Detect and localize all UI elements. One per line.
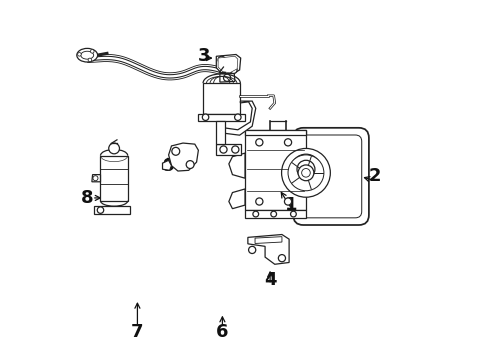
Text: 3: 3 <box>197 47 210 65</box>
Circle shape <box>282 148 330 197</box>
Circle shape <box>109 143 120 154</box>
Circle shape <box>285 139 292 146</box>
Polygon shape <box>255 237 282 243</box>
Circle shape <box>288 155 324 191</box>
Polygon shape <box>245 211 306 218</box>
Circle shape <box>256 139 263 146</box>
Circle shape <box>223 74 231 81</box>
Circle shape <box>278 255 286 262</box>
Circle shape <box>248 246 256 253</box>
Text: 9: 9 <box>162 157 174 175</box>
Circle shape <box>230 66 237 73</box>
Polygon shape <box>220 73 235 82</box>
Circle shape <box>291 211 296 217</box>
Polygon shape <box>198 114 245 121</box>
Polygon shape <box>163 160 172 170</box>
Polygon shape <box>216 121 225 144</box>
Circle shape <box>297 160 315 178</box>
Circle shape <box>218 56 225 63</box>
Circle shape <box>285 198 292 205</box>
Polygon shape <box>225 101 256 135</box>
Text: 2: 2 <box>368 167 381 185</box>
Text: 6: 6 <box>216 323 229 341</box>
Polygon shape <box>95 206 130 214</box>
Polygon shape <box>245 130 306 211</box>
Circle shape <box>291 154 321 184</box>
Circle shape <box>253 211 259 217</box>
Circle shape <box>88 58 92 62</box>
Circle shape <box>172 147 180 155</box>
Circle shape <box>271 211 276 217</box>
Polygon shape <box>100 156 128 201</box>
Polygon shape <box>229 189 245 209</box>
Circle shape <box>77 53 81 56</box>
Polygon shape <box>92 175 100 182</box>
Text: 8: 8 <box>81 189 94 207</box>
Ellipse shape <box>81 51 94 59</box>
Polygon shape <box>245 130 306 135</box>
Circle shape <box>235 114 241 121</box>
Circle shape <box>298 165 314 181</box>
Circle shape <box>91 50 94 53</box>
Circle shape <box>220 146 227 153</box>
Polygon shape <box>248 234 289 264</box>
Circle shape <box>97 207 104 213</box>
Polygon shape <box>229 153 245 178</box>
Text: 5: 5 <box>295 164 308 182</box>
Text: 4: 4 <box>264 271 276 289</box>
Circle shape <box>186 161 194 168</box>
Polygon shape <box>203 83 240 114</box>
Ellipse shape <box>77 48 98 62</box>
Polygon shape <box>169 143 198 171</box>
FancyBboxPatch shape <box>293 128 369 225</box>
Circle shape <box>232 146 239 153</box>
Circle shape <box>93 176 98 181</box>
Text: 7: 7 <box>131 323 144 341</box>
Polygon shape <box>216 54 241 75</box>
Polygon shape <box>218 56 238 73</box>
Circle shape <box>302 168 310 177</box>
Polygon shape <box>216 144 242 155</box>
Text: 1: 1 <box>285 196 298 214</box>
Circle shape <box>202 114 209 121</box>
Circle shape <box>256 198 263 205</box>
